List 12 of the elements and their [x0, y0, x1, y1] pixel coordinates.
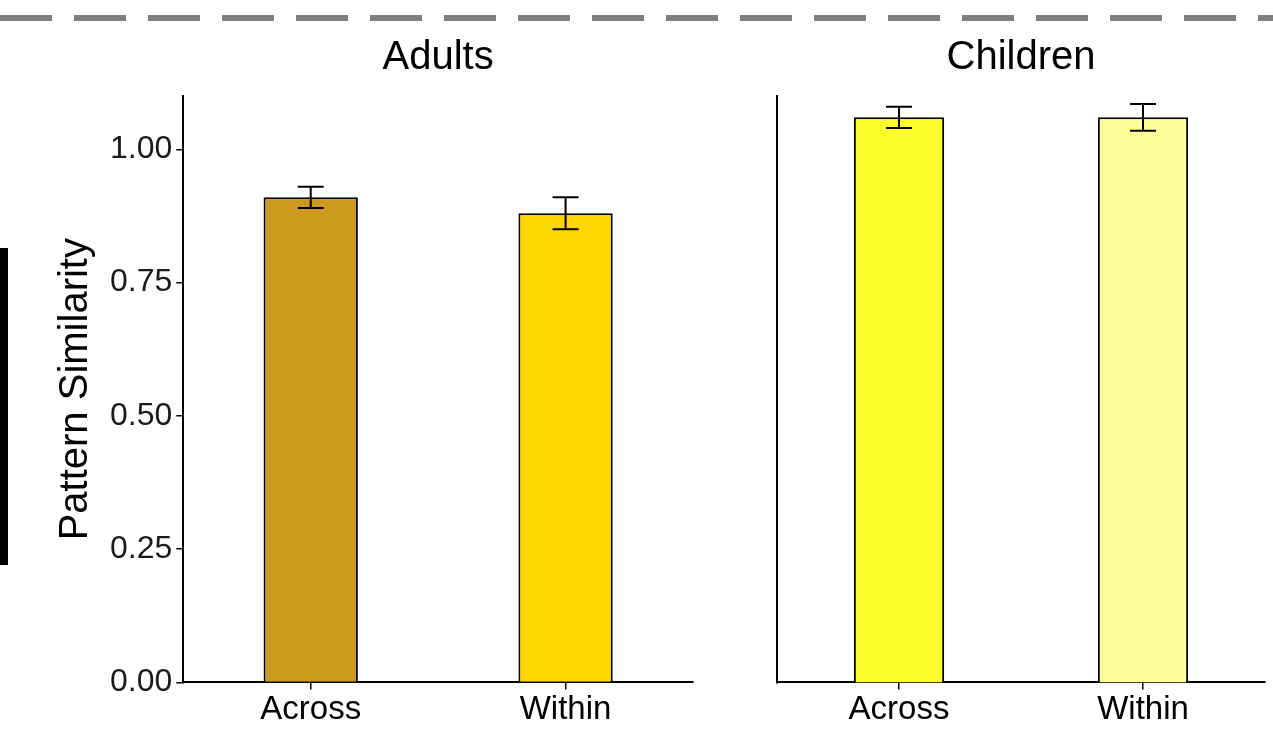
x-tick-label: Across: [260, 689, 362, 727]
y-tick-label: 0.75: [110, 262, 173, 299]
chart-title: Adults: [382, 33, 494, 78]
y-axis-title: Pattern Similarity: [51, 238, 96, 541]
x-tick-label: Within: [519, 689, 612, 727]
y-tick-label: 0.50: [110, 395, 173, 432]
x-tick-label: Across: [848, 689, 950, 727]
y-tick-label: 0.00: [110, 662, 173, 699]
y-tick-label: 0.25: [110, 528, 173, 565]
chart-title: Children: [946, 33, 1096, 78]
x-tick-label: Within: [1097, 689, 1189, 727]
y-tick-label: 1.00: [110, 129, 173, 166]
